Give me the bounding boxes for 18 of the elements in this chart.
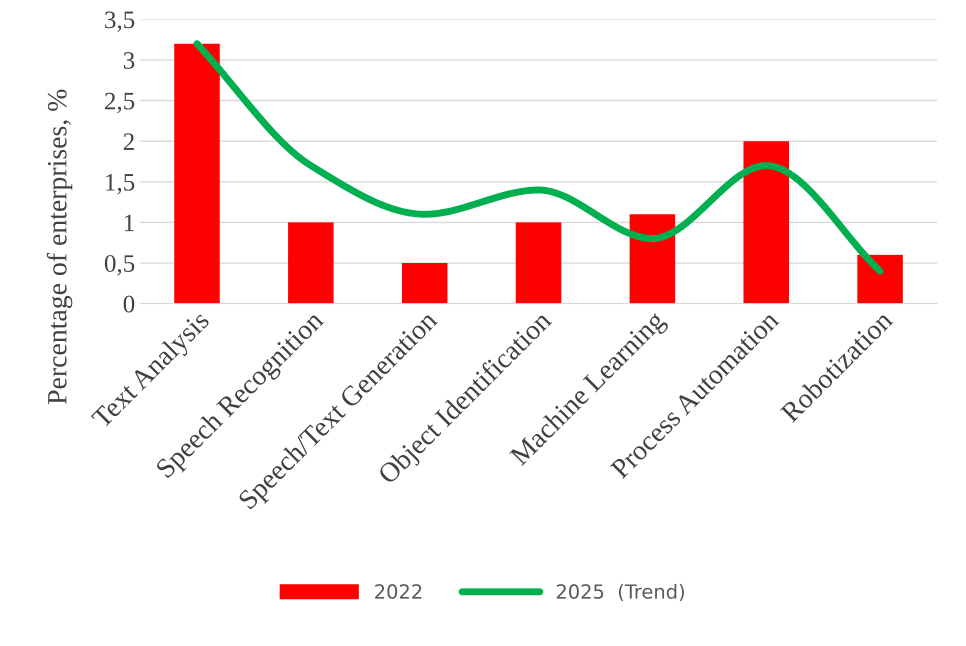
y-tick-label: 3,5 — [105, 12, 134, 32]
bar — [288, 222, 334, 304]
y-tick-label: 2 — [124, 133, 134, 150]
bar — [402, 263, 448, 304]
y-tick-label: 3 — [124, 52, 134, 69]
y-tick-label: 1,5 — [106, 174, 134, 194]
y-axis-title: Percentage of enterprises, % — [46, 90, 72, 404]
legend-label: 2022 — [375, 584, 422, 599]
bar — [516, 222, 562, 304]
bar — [174, 44, 220, 304]
bar — [857, 254, 903, 304]
y-tick-label: 0 — [124, 296, 134, 313]
bar — [630, 214, 676, 304]
legend-label: 2025 (Trend) — [556, 584, 684, 602]
y-tick-label: 2,5 — [105, 92, 134, 114]
y-tick-label: 0,5 — [104, 255, 134, 276]
y-tick-label: 1 — [124, 214, 134, 232]
bar — [743, 141, 790, 304]
